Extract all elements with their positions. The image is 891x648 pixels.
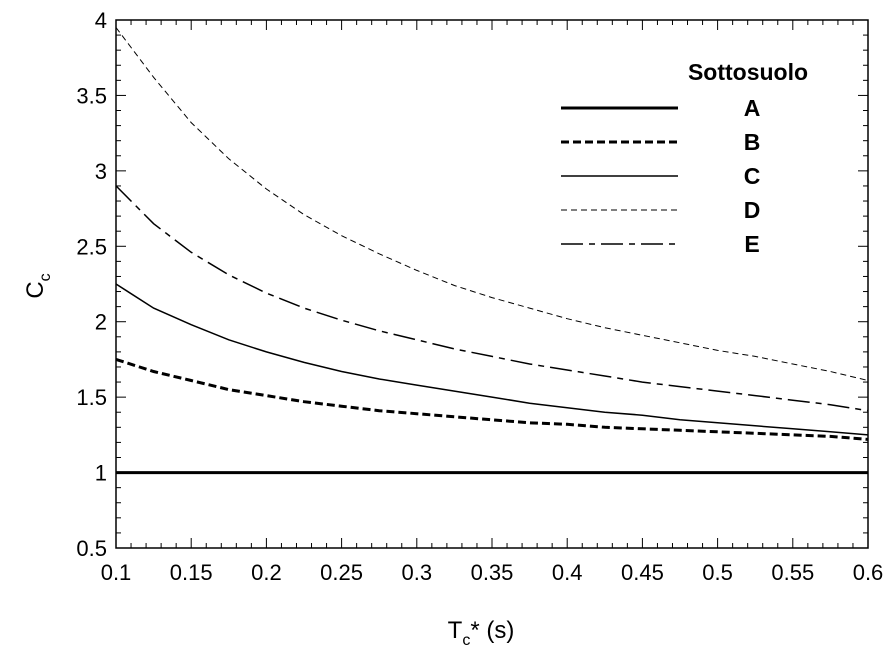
x-tick-label: 0.3: [402, 560, 433, 585]
legend-label-a: A: [744, 95, 761, 121]
y-tick-label: 3.5: [76, 83, 107, 108]
y-tick-label: 1.5: [76, 385, 107, 410]
x-tick-labels: 0.1 0.15 0.2 0.25 0.3 0.35 0.4 0.45 0.5 0.55 0.6: [101, 560, 884, 585]
plot-frame: [115, 19, 869, 549]
y-tick-label: 3: [95, 159, 107, 184]
y-tick-label: 1: [95, 461, 107, 486]
x-tick-label: 0.4: [552, 560, 583, 585]
y-tick-label: 2.5: [76, 234, 107, 259]
legend-label-d: D: [744, 197, 761, 223]
y-tick-labels: 0.5 1 1.5 2 2.5 3 3.5 4: [76, 8, 107, 561]
y-tick-label: 2: [95, 310, 107, 335]
x-tick-label: 0.1: [101, 560, 132, 585]
y-tick-label: 0.5: [76, 536, 107, 561]
x-tick-label: 0.6: [853, 560, 884, 585]
y-tick-label: 4: [95, 8, 107, 33]
legend-title: Sottosuolo: [688, 59, 808, 85]
series-line-c: [115, 283, 869, 436]
legend-label-b: B: [744, 129, 761, 155]
legend-label-c: C: [744, 163, 761, 189]
x-tick-label: 0.25: [320, 560, 363, 585]
y-axis-label: Cc: [22, 273, 54, 298]
x-tick-label: 0.5: [702, 560, 733, 585]
series-line-b: [115, 357, 869, 441]
x-tick-label: 0.15: [170, 560, 213, 585]
x-tick-label: 0.2: [251, 560, 282, 585]
x-tick-label: 0.35: [471, 560, 514, 585]
series-lines: [115, 27, 869, 475]
legend-label-e: E: [744, 231, 759, 257]
x-tick-label: 0.55: [771, 560, 814, 585]
x-axis-label: Tc* (s): [448, 617, 515, 648]
series-line-d: [115, 27, 869, 381]
minor-ticks: [116, 20, 868, 548]
series-line-e: [115, 185, 869, 412]
x-tick-label: 0.45: [621, 560, 664, 585]
